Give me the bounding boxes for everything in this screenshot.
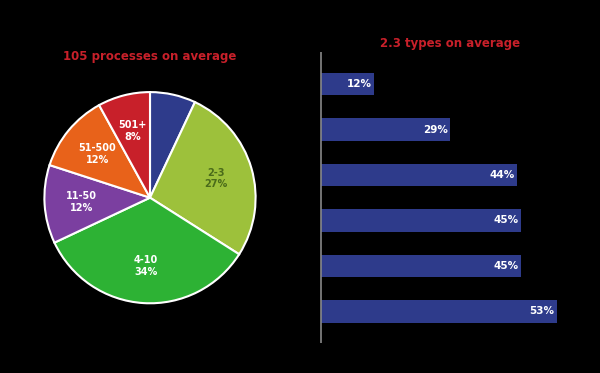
- Text: 45%: 45%: [494, 216, 519, 225]
- Title: 2.3 types on average: 2.3 types on average: [380, 37, 520, 50]
- Bar: [321, 209, 521, 232]
- Text: 12%: 12%: [347, 79, 372, 89]
- Text: 53%: 53%: [530, 306, 554, 316]
- Text: 501+
8%: 501+ 8%: [119, 120, 147, 142]
- Bar: [321, 73, 374, 95]
- Text: 11-50
12%: 11-50 12%: [66, 191, 97, 213]
- Wedge shape: [150, 102, 256, 254]
- Text: 2-3
27%: 2-3 27%: [204, 168, 227, 189]
- Text: 29%: 29%: [423, 125, 448, 135]
- Bar: [321, 118, 450, 141]
- Bar: [321, 254, 521, 277]
- Wedge shape: [99, 92, 150, 198]
- Text: 45%: 45%: [494, 261, 519, 271]
- Wedge shape: [50, 105, 150, 198]
- Wedge shape: [55, 198, 239, 303]
- Bar: [321, 300, 557, 323]
- Text: 4-10
34%: 4-10 34%: [134, 256, 158, 277]
- Wedge shape: [150, 92, 195, 198]
- Text: 51-500
12%: 51-500 12%: [78, 143, 116, 165]
- Title: 105 processes on average: 105 processes on average: [64, 50, 236, 63]
- Text: 44%: 44%: [489, 170, 515, 180]
- Text: One
7%: One 7%: [154, 120, 176, 141]
- Wedge shape: [44, 165, 150, 243]
- Bar: [321, 164, 517, 186]
